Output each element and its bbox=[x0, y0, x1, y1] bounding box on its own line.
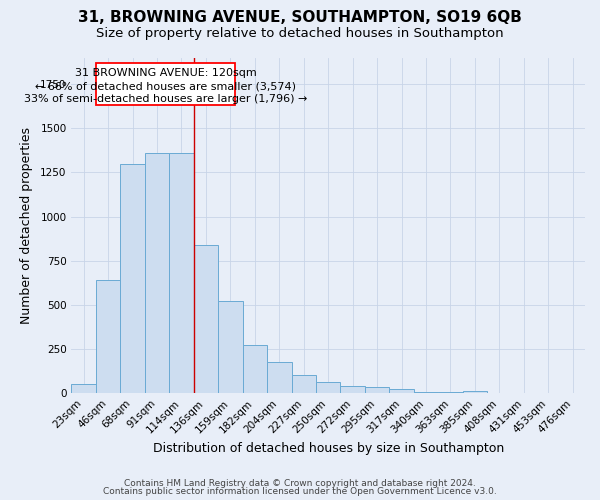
Bar bbox=[316, 382, 340, 394]
Y-axis label: Number of detached properties: Number of detached properties bbox=[20, 127, 33, 324]
Bar bbox=[340, 386, 365, 394]
Bar bbox=[242, 344, 267, 394]
Text: Size of property relative to detached houses in Southampton: Size of property relative to detached ho… bbox=[96, 28, 504, 40]
Bar bbox=[71, 384, 96, 394]
Text: 31 BROWNING AVENUE: 120sqm: 31 BROWNING AVENUE: 120sqm bbox=[75, 68, 256, 78]
FancyBboxPatch shape bbox=[96, 63, 235, 105]
Bar bbox=[96, 280, 121, 394]
Text: Contains HM Land Registry data © Crown copyright and database right 2024.: Contains HM Land Registry data © Crown c… bbox=[124, 478, 476, 488]
Bar bbox=[121, 164, 145, 394]
X-axis label: Distribution of detached houses by size in Southampton: Distribution of detached houses by size … bbox=[152, 442, 504, 455]
Bar bbox=[267, 362, 292, 394]
Bar bbox=[169, 153, 194, 394]
Text: ← 66% of detached houses are smaller (3,574): ← 66% of detached houses are smaller (3,… bbox=[35, 81, 296, 91]
Text: 33% of semi-detached houses are larger (1,796) →: 33% of semi-detached houses are larger (… bbox=[24, 94, 307, 104]
Bar bbox=[463, 390, 487, 394]
Bar bbox=[438, 392, 463, 394]
Text: 31, BROWNING AVENUE, SOUTHAMPTON, SO19 6QB: 31, BROWNING AVENUE, SOUTHAMPTON, SO19 6… bbox=[78, 10, 522, 25]
Bar bbox=[389, 390, 414, 394]
Bar bbox=[292, 375, 316, 394]
Bar bbox=[414, 392, 438, 394]
Bar bbox=[145, 153, 169, 394]
Bar bbox=[218, 302, 242, 394]
Text: Contains public sector information licensed under the Open Government Licence v3: Contains public sector information licen… bbox=[103, 488, 497, 496]
Bar bbox=[365, 387, 389, 394]
Bar bbox=[194, 245, 218, 394]
